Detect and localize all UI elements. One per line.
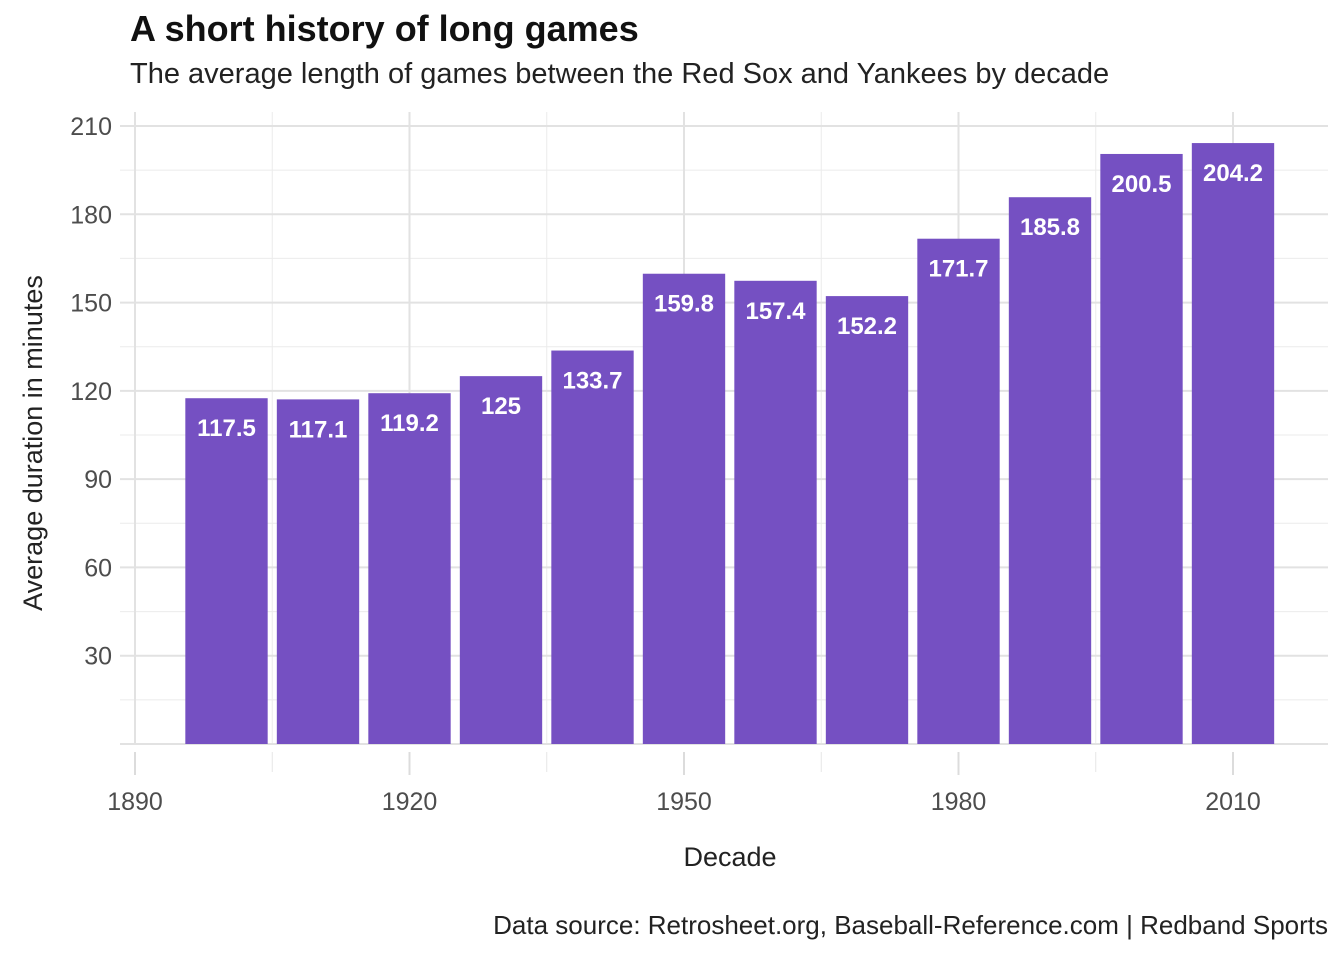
chart-title: A short history of long games — [130, 8, 639, 49]
bar — [185, 398, 268, 744]
y-tick-label: 90 — [84, 466, 112, 494]
bar-value-label: 200.5 — [1111, 171, 1171, 198]
bar-value-label: 119.2 — [380, 410, 439, 437]
bar — [642, 273, 726, 744]
bar — [276, 399, 360, 744]
x-axis-title: Decade — [683, 842, 776, 872]
bar-value-label: 117.5 — [197, 415, 256, 442]
bar-value-label: 152.2 — [837, 313, 897, 340]
bar — [459, 376, 543, 744]
x-tick-label: 1890 — [107, 788, 163, 816]
x-tick-label: 1950 — [656, 788, 712, 816]
y-tick-label: 180 — [70, 201, 112, 229]
bar-value-label: 159.8 — [654, 291, 714, 318]
y-tick-label: 210 — [70, 113, 112, 141]
bar-value-label: 117.1 — [289, 416, 348, 443]
y-tick-label: 120 — [70, 378, 112, 406]
bar-value-label: 171.7 — [928, 256, 988, 283]
chart-caption: Data source: Retrosheet.org, Baseball-Re… — [493, 910, 1328, 940]
bar-labels: 117.5 117.1 119.2 125 133.7 159.8 157.4 152.2 17… — [197, 160, 1263, 443]
bar — [1191, 143, 1275, 744]
bar — [1008, 197, 1092, 744]
bar-value-label: 157.4 — [745, 298, 806, 325]
y-axis-title: Average duration in minutes — [18, 275, 48, 611]
axes: 1890 1920 1950 1980 2010 30 60 90 120 150 180 210 — [70, 113, 1261, 816]
bar — [551, 350, 634, 744]
bar — [917, 238, 1000, 744]
bar — [368, 393, 451, 744]
bar — [1100, 153, 1183, 744]
x-tick-label: 1920 — [382, 788, 438, 816]
bar — [734, 280, 817, 744]
x-tick-label: 1980 — [931, 788, 987, 816]
bar-value-label: 133.7 — [562, 368, 622, 395]
y-tick-label: 150 — [70, 290, 112, 318]
bar-value-label: 204.2 — [1203, 160, 1263, 187]
y-tick-label: 60 — [84, 554, 112, 582]
bar-value-label: 125 — [481, 393, 521, 420]
bars — [185, 143, 1275, 744]
bar — [825, 296, 909, 744]
x-tick-label: 2010 — [1205, 788, 1261, 816]
chart-subtitle: The average length of games between the … — [130, 58, 1110, 90]
y-tick-label: 30 — [84, 643, 112, 671]
bar-value-label: 185.8 — [1020, 214, 1080, 241]
